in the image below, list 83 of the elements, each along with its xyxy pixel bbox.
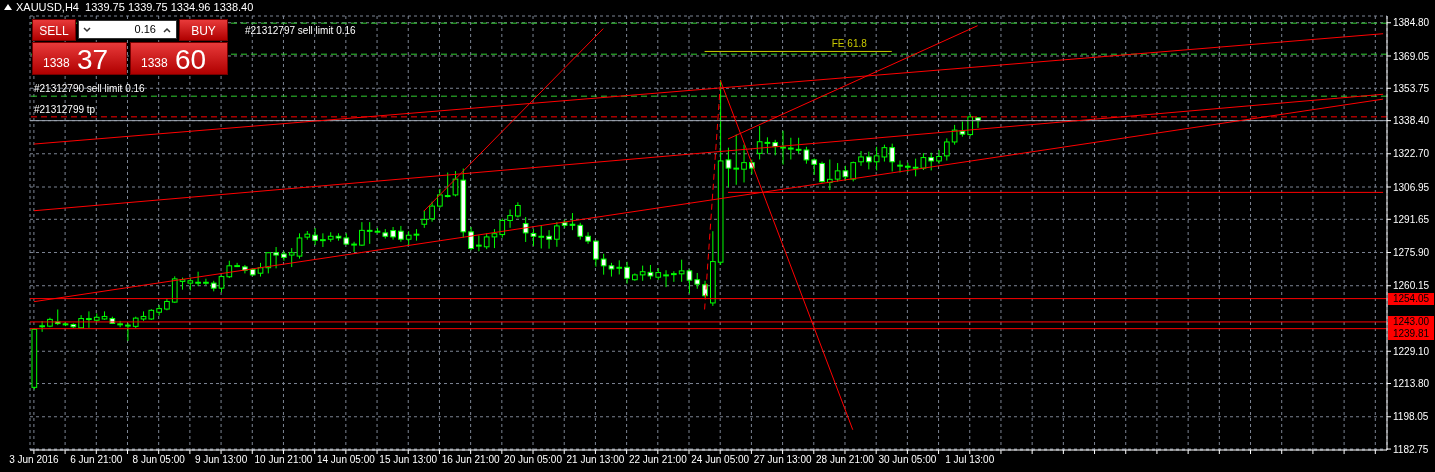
y-tick-label: 1213.80 — [1393, 378, 1430, 390]
candlestick — [86, 310, 92, 329]
candlestick — [663, 269, 669, 288]
candlestick — [780, 130, 786, 166]
annotation: 1338 — [141, 56, 168, 70]
x-tick-label: 21 Jun 13:00 — [566, 454, 625, 466]
candlestick — [312, 227, 318, 246]
candlestick — [359, 221, 365, 247]
candlestick — [265, 251, 272, 274]
x-tick-label: 20 Jun 05:00 — [504, 454, 563, 466]
y-tick-label: 1182.75 — [1393, 443, 1429, 455]
ref-line-label: 1243.00 — [1388, 315, 1434, 328]
y-tick-label: 1306.95 — [1393, 181, 1430, 193]
y-tick-label: 1353.75 — [1393, 82, 1430, 94]
x-tick-label: 22 Jun 21:00 — [628, 454, 688, 466]
candlestick — [273, 246, 279, 269]
candlestick — [546, 229, 552, 250]
annotation: SELL — [32, 19, 76, 41]
annotation: 0.16 — [134, 23, 156, 35]
x-tick-label: 30 Jun 05:00 — [878, 454, 937, 466]
candlestick — [195, 271, 201, 287]
x-tick-label: 9 Jun 13:00 — [194, 454, 248, 466]
x-tick-label: 24 Jun 05:00 — [691, 454, 750, 466]
chart-title: XAUUSD,H4 1339.75 1339.75 1334.96 1338.40 — [16, 1, 254, 13]
candlestick — [296, 232, 303, 260]
ref-line-label: #21312797 sell limit 0.16 — [245, 25, 356, 37]
candlestick — [741, 144, 747, 183]
candlestick — [889, 143, 896, 172]
candlestick — [538, 224, 545, 250]
candlestick — [499, 218, 506, 239]
candlestick — [125, 322, 131, 342]
candlestick — [733, 134, 740, 186]
annotation: 60 — [175, 44, 207, 76]
candlestick — [203, 278, 209, 286]
candlestick — [234, 262, 240, 268]
candlestick — [429, 201, 435, 223]
candlestick — [288, 247, 295, 268]
y-tick-label: 1260.15 — [1393, 280, 1430, 292]
candlestick — [507, 208, 513, 229]
ref-line-label: 1239.81 — [1388, 327, 1434, 340]
x-tick-label: 16 Jun 21:00 — [441, 454, 500, 466]
candlestick — [476, 234, 482, 252]
x-tick-label: 14 Jun 05:00 — [316, 454, 376, 466]
candlestick — [897, 160, 903, 174]
candlestick — [787, 137, 794, 160]
y-tick-label: 1338.40 — [1393, 115, 1430, 127]
y-tick-label: 1322.70 — [1393, 148, 1430, 160]
y-tick-label: 1291.65 — [1393, 213, 1430, 225]
x-tick-label: 6 Jun 21:00 — [70, 454, 123, 466]
candlestick — [858, 150, 864, 167]
y-tick-label: 1198.05 — [1393, 411, 1429, 423]
x-tick-label: 15 Jun 13:00 — [379, 454, 438, 466]
x-tick-label: 10 Jun 21:00 — [254, 454, 313, 466]
candlestick — [351, 241, 357, 253]
y-tick-label: 1369.05 — [1393, 50, 1430, 62]
ref-line-label: #21312799 tp — [34, 103, 96, 115]
x-tick-label: 8 Jun 05:00 — [132, 454, 186, 466]
x-tick-label: 1 Jul 13:00 — [945, 454, 995, 466]
ref-line-label: 1254.05 — [1388, 292, 1434, 305]
candlestick — [593, 240, 599, 268]
candlestick — [281, 250, 287, 262]
series-label: FE 61.8 — [831, 38, 867, 50]
y-tick-label: 1229.10 — [1393, 345, 1430, 357]
ref-line-label: #21312790 sell limit 0.16 — [34, 83, 145, 95]
candlestick — [320, 232, 326, 248]
y-tick-label: 1275.90 — [1393, 247, 1430, 259]
annotation: 1338 — [43, 56, 70, 70]
candlestick — [936, 149, 942, 165]
y-tick-label: 1384.80 — [1393, 17, 1430, 29]
x-tick-label: 27 Jun 13:00 — [753, 454, 812, 466]
candlestick — [437, 188, 443, 209]
annotation: BUY — [179, 19, 228, 41]
x-tick-label: 3 Jun 2016 — [9, 454, 60, 466]
candlestick — [156, 304, 162, 317]
candlestick — [819, 161, 825, 184]
candlestick — [171, 275, 178, 304]
annotation: 37 — [77, 44, 109, 76]
candlestick — [624, 261, 630, 285]
candlestick — [554, 221, 560, 248]
candlestick — [585, 231, 591, 245]
candlestick — [39, 320, 45, 333]
candlestick — [943, 137, 950, 162]
x-tick-label: 28 Jun 21:00 — [816, 454, 875, 466]
